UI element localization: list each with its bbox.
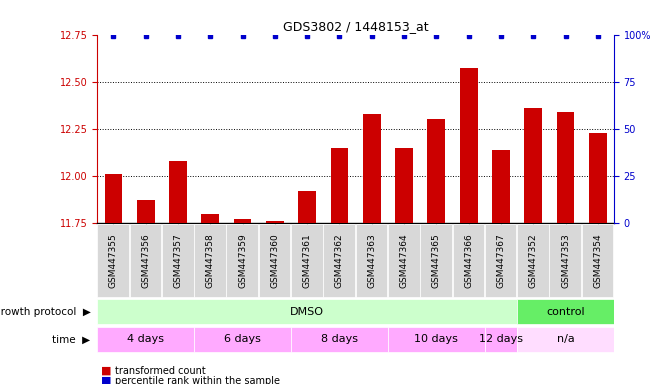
Text: transformed count: transformed count (115, 366, 206, 376)
Text: 4 days: 4 days (127, 334, 164, 344)
Text: 8 days: 8 days (321, 334, 358, 344)
Bar (266, 221, 284, 223)
Bar (299, 191, 316, 223)
Text: GSM447366: GSM447366 (464, 233, 473, 288)
FancyBboxPatch shape (452, 224, 484, 297)
Text: 10 days: 10 days (415, 334, 458, 344)
Text: GSM447357: GSM447357 (174, 233, 183, 288)
FancyBboxPatch shape (550, 224, 581, 297)
FancyBboxPatch shape (388, 327, 484, 352)
FancyBboxPatch shape (227, 224, 258, 297)
Text: GSM447358: GSM447358 (206, 233, 215, 288)
FancyBboxPatch shape (97, 224, 129, 297)
FancyBboxPatch shape (194, 327, 291, 352)
Bar (492, 150, 510, 223)
Text: GSM447353: GSM447353 (561, 233, 570, 288)
FancyBboxPatch shape (130, 224, 161, 297)
FancyBboxPatch shape (162, 224, 193, 297)
FancyBboxPatch shape (388, 224, 419, 297)
Text: 6 days: 6 days (224, 334, 261, 344)
FancyBboxPatch shape (484, 224, 517, 297)
FancyBboxPatch shape (484, 327, 517, 352)
Text: n/a: n/a (557, 334, 574, 344)
Text: control: control (546, 307, 585, 317)
Text: GSM447365: GSM447365 (432, 233, 441, 288)
FancyBboxPatch shape (259, 224, 291, 297)
Text: GSM447360: GSM447360 (270, 233, 279, 288)
Text: time  ▶: time ▶ (52, 334, 91, 344)
Text: DMSO: DMSO (290, 307, 324, 317)
Title: GDS3802 / 1448153_at: GDS3802 / 1448153_at (282, 20, 429, 33)
Bar (169, 161, 187, 223)
Bar (557, 112, 574, 223)
Text: GSM447352: GSM447352 (529, 233, 537, 288)
Bar (589, 132, 607, 223)
Text: percentile rank within the sample: percentile rank within the sample (115, 376, 280, 384)
FancyBboxPatch shape (517, 300, 614, 324)
FancyBboxPatch shape (517, 327, 614, 352)
Bar (427, 119, 446, 223)
Text: ■: ■ (101, 366, 111, 376)
Bar (234, 219, 252, 223)
Text: ■: ■ (101, 376, 111, 384)
FancyBboxPatch shape (582, 224, 613, 297)
FancyBboxPatch shape (291, 327, 388, 352)
Text: GSM447355: GSM447355 (109, 233, 118, 288)
FancyBboxPatch shape (194, 224, 226, 297)
Text: GSM447367: GSM447367 (497, 233, 505, 288)
FancyBboxPatch shape (517, 224, 549, 297)
Text: GSM447362: GSM447362 (335, 233, 344, 288)
Text: GSM447356: GSM447356 (141, 233, 150, 288)
FancyBboxPatch shape (323, 224, 355, 297)
FancyBboxPatch shape (291, 224, 323, 297)
Text: GSM447354: GSM447354 (593, 233, 603, 288)
FancyBboxPatch shape (356, 224, 387, 297)
Bar (524, 108, 542, 223)
Bar (105, 174, 122, 223)
Bar (331, 148, 348, 223)
Text: 12 days: 12 days (479, 334, 523, 344)
Bar (137, 200, 154, 223)
FancyBboxPatch shape (420, 224, 452, 297)
Text: GSM447364: GSM447364 (399, 233, 409, 288)
Bar (395, 148, 413, 223)
Text: GSM447359: GSM447359 (238, 233, 247, 288)
Text: GSM447361: GSM447361 (303, 233, 312, 288)
FancyBboxPatch shape (97, 327, 194, 352)
FancyBboxPatch shape (97, 300, 517, 324)
Text: GSM447363: GSM447363 (367, 233, 376, 288)
Bar (460, 68, 478, 223)
Text: growth protocol  ▶: growth protocol ▶ (0, 307, 91, 317)
Bar (201, 214, 219, 223)
Bar (363, 114, 380, 223)
